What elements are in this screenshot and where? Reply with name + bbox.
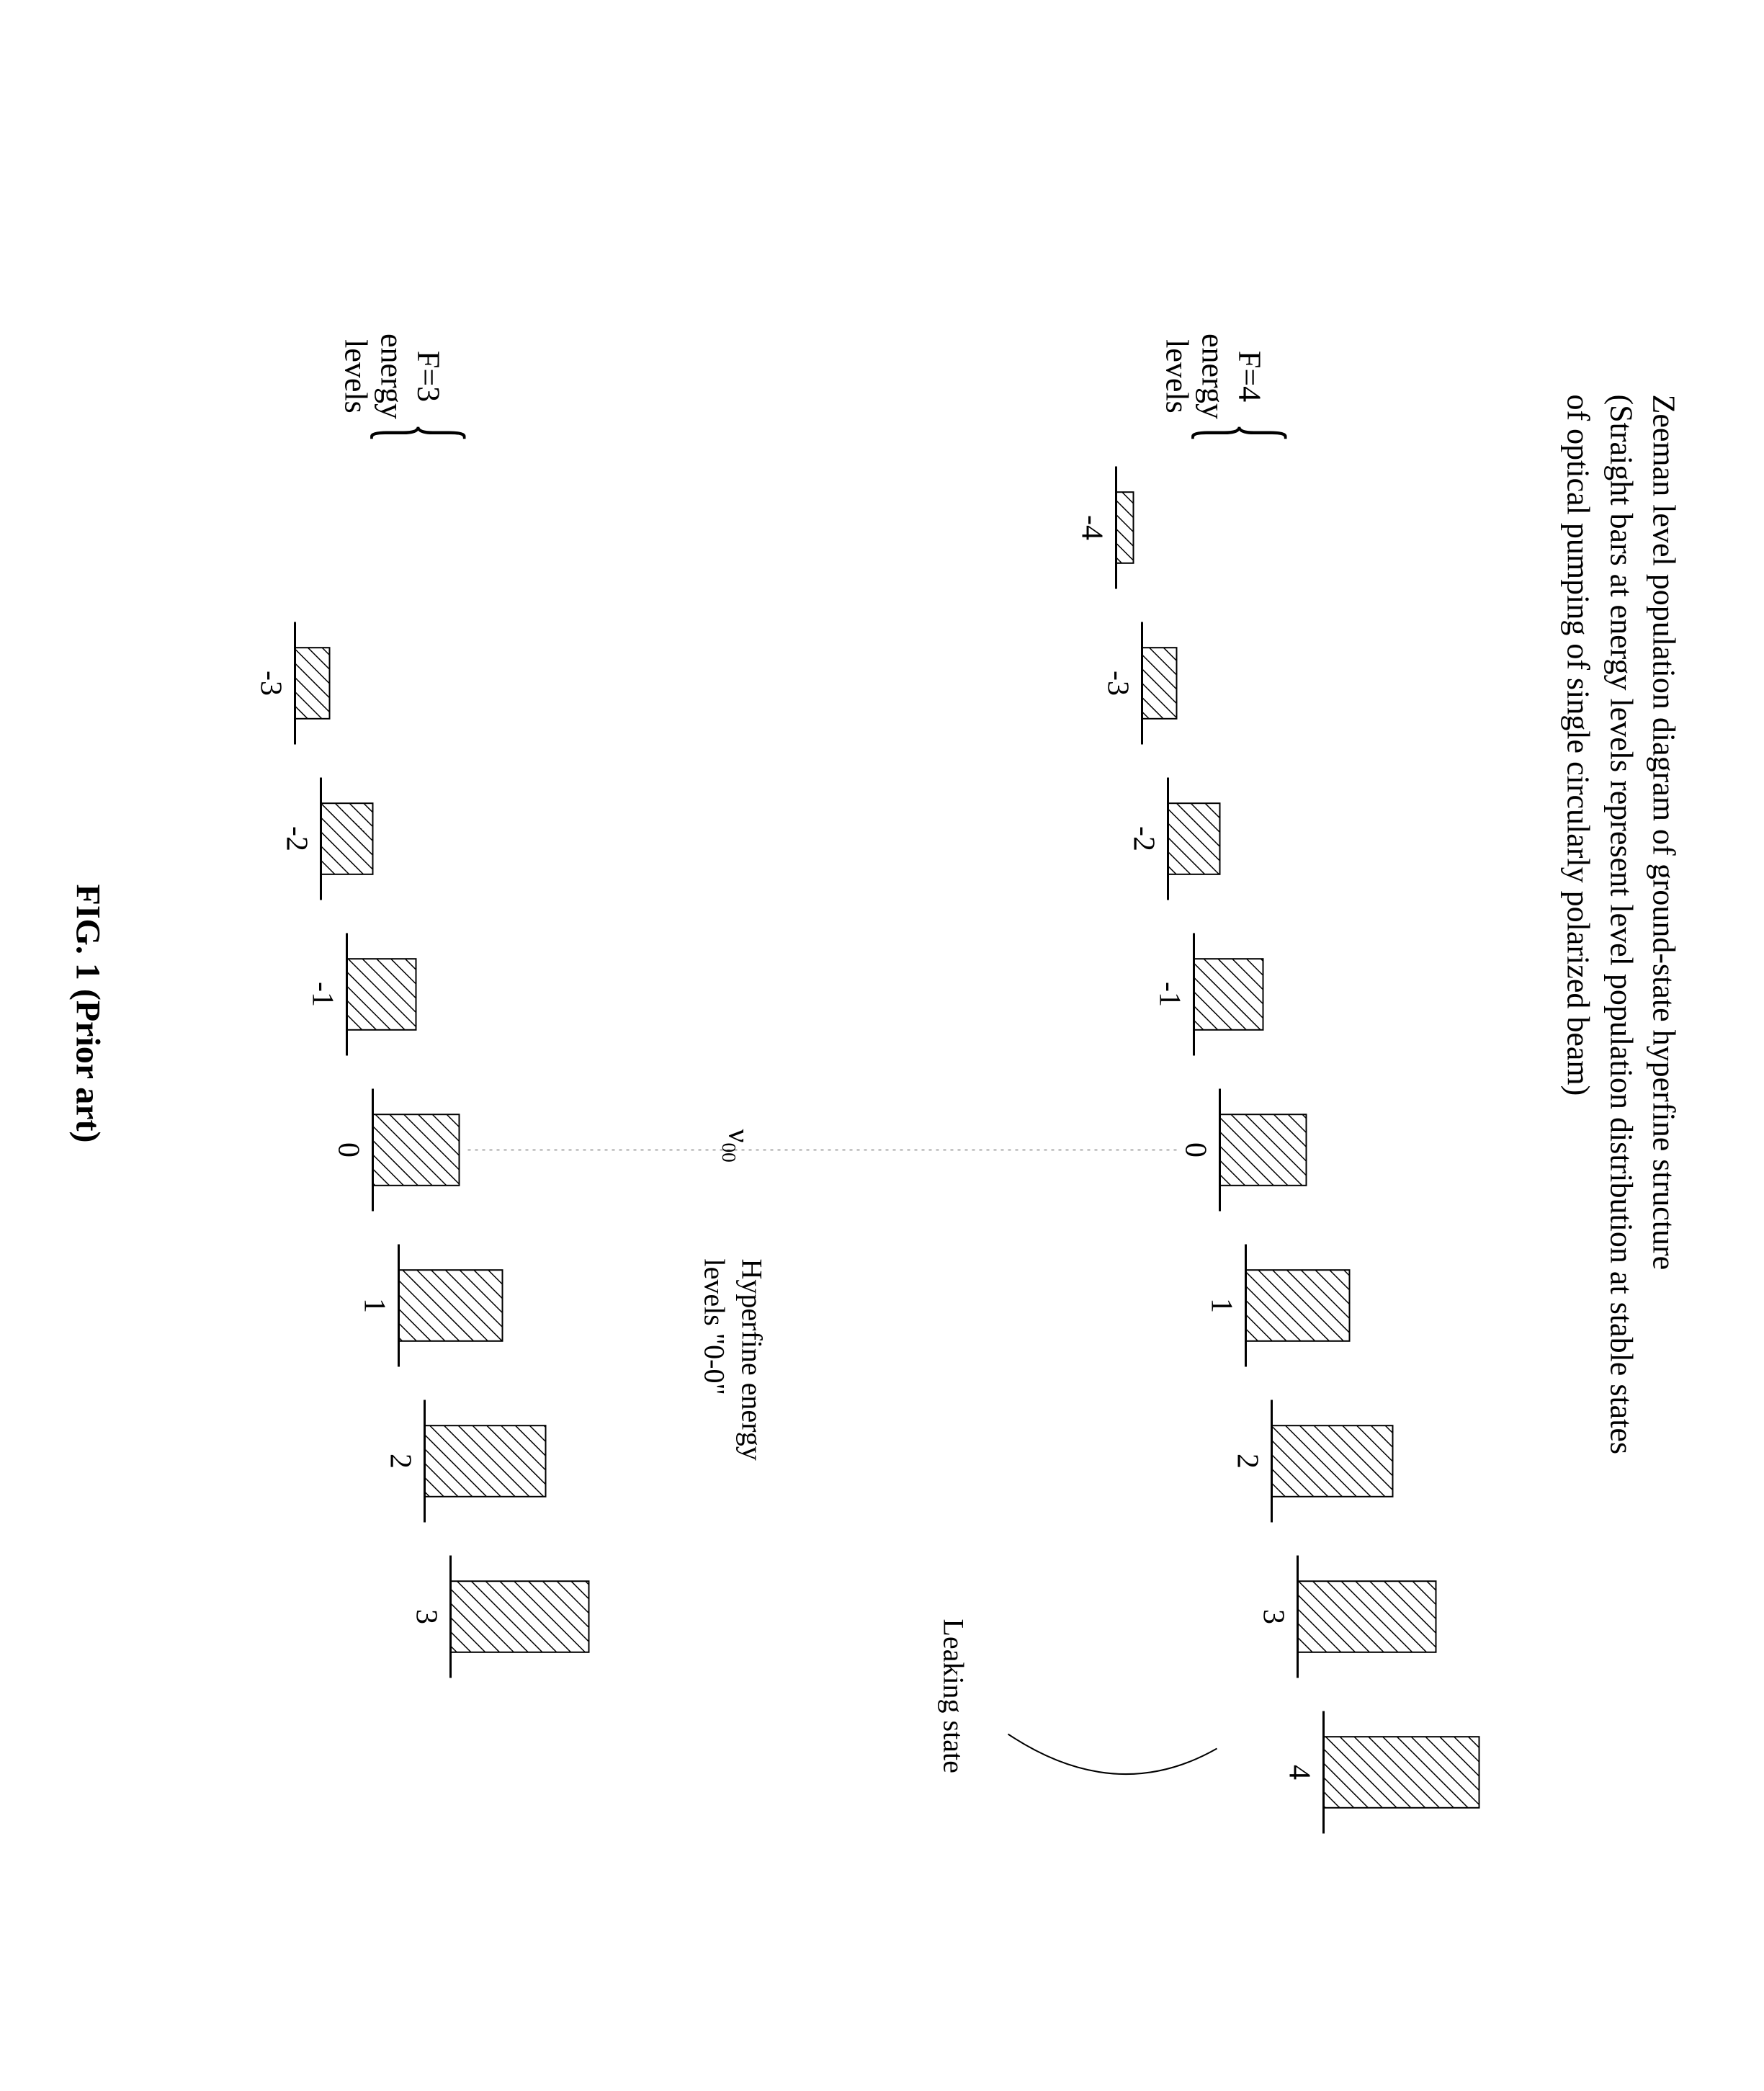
- upper-level-mf-label: 4: [1281, 1743, 1316, 1801]
- upper-level-bar: [1271, 1425, 1392, 1497]
- upper-group-brace: {: [1188, 423, 1303, 442]
- upper-level-bar: [1194, 959, 1263, 1030]
- upper-level-bar: [1116, 492, 1133, 563]
- nu00-label: ν00: [717, 1129, 756, 1162]
- lower-group-brace: {: [367, 423, 482, 442]
- upper-level-bar: [1245, 1270, 1349, 1341]
- upper-level-bar: [1323, 1737, 1479, 1808]
- lower-level-mf-label: -3: [253, 654, 287, 712]
- lower-level-bar: [424, 1425, 545, 1497]
- upper-level-mf-label: -1: [1152, 965, 1186, 1023]
- upper-group-label: F=4energylevels: [1158, 322, 1267, 430]
- lower-level-bar: [450, 1581, 588, 1652]
- upper-level-mf-label: 1: [1204, 1276, 1238, 1334]
- lower-level-mf-label: 1: [357, 1276, 391, 1334]
- upper-level-bar: [1219, 1114, 1306, 1186]
- hyperfine-label: Hyperfine energylevels "0-0": [695, 1258, 770, 1618]
- lower-level-mf-label: 3: [408, 1588, 443, 1645]
- upper-level-bar: [1297, 1581, 1436, 1652]
- upper-level-bar: [1142, 648, 1176, 719]
- upper-level-mf-label: 0: [1178, 1121, 1212, 1178]
- diagram-title: Zeeman level population diagram of groun…: [1557, 394, 1685, 1907]
- lower-level-mf-label: 2: [382, 1432, 417, 1490]
- upper-level-mf-label: -3: [1100, 654, 1134, 712]
- lower-level-mf-label: -1: [305, 965, 339, 1023]
- lower-level-bar: [295, 648, 329, 719]
- upper-level-mf-label: 3: [1255, 1588, 1290, 1645]
- leaking-state-label: Leaking state: [934, 1618, 972, 1907]
- upper-level-mf-label: -4: [1074, 498, 1109, 556]
- upper-level-mf-label: -2: [1126, 810, 1160, 867]
- upper-level-bar: [1168, 803, 1219, 874]
- lower-level-mf-label: -2: [279, 810, 313, 867]
- lower-level-bar: [321, 803, 372, 874]
- upper-level-mf-label: 2: [1230, 1432, 1264, 1490]
- lower-level-mf-label: 0: [331, 1121, 365, 1178]
- leaking-state-curve: [1008, 1734, 1217, 1774]
- lower-level-bar: [398, 1270, 502, 1341]
- figure-caption: FIG. 1 (Prior art): [68, 884, 107, 1142]
- lower-group-label: F=3energylevels: [336, 322, 446, 430]
- lower-level-bar: [372, 1114, 459, 1186]
- lower-level-bar: [346, 959, 416, 1030]
- diagram-svg: [0, 164, 1764, 2091]
